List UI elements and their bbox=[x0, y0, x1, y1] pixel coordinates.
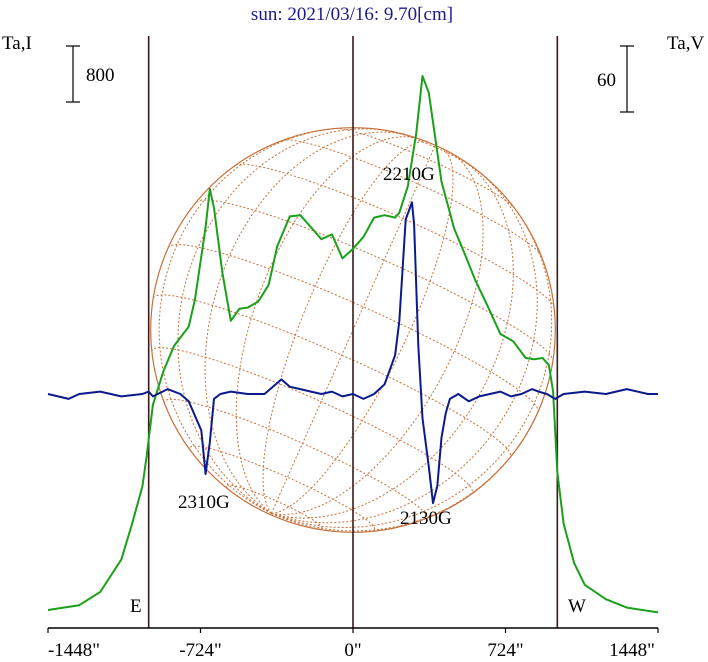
series-lines bbox=[47, 75, 659, 614]
latitude-line bbox=[152, 294, 512, 458]
scale-left-value: 800 bbox=[86, 65, 115, 86]
longitude-line bbox=[271, 151, 484, 516]
longitude-line bbox=[204, 131, 408, 514]
longitude-line bbox=[271, 167, 538, 524]
y-axis-left-label: Ta,I bbox=[2, 33, 32, 54]
latitude-line bbox=[235, 163, 555, 308]
longitude-line bbox=[235, 136, 421, 514]
scale-bar-right bbox=[620, 45, 634, 113]
polarization-series-line bbox=[47, 201, 658, 505]
longitude-line bbox=[271, 199, 553, 529]
latitude-line bbox=[189, 445, 376, 532]
limb-west-label: W bbox=[568, 596, 586, 617]
x-tick-label: 0" bbox=[344, 640, 361, 661]
annotation-2130G: 2130G bbox=[400, 508, 452, 529]
longitude-line bbox=[270, 145, 436, 514]
annotation-2310G: 2310G bbox=[178, 492, 230, 513]
intensity-series-line bbox=[47, 75, 659, 614]
y-axis-right-label: Ta,V bbox=[667, 33, 704, 54]
longitude-line bbox=[271, 158, 514, 519]
scale-right-value: 60 bbox=[597, 70, 616, 91]
x-tick-label: 1448" bbox=[609, 640, 655, 661]
longitude-line bbox=[271, 148, 454, 514]
x-tick-label: 724" bbox=[487, 640, 523, 661]
latitude-line bbox=[151, 347, 474, 495]
longitude-line bbox=[271, 412, 539, 532]
scale-bar-left bbox=[66, 45, 80, 103]
x-tick-label: -1448" bbox=[48, 640, 100, 661]
longitude-line bbox=[158, 127, 346, 514]
annotation-2210G: 2210G bbox=[383, 164, 435, 185]
x-axis-ticks: -1448" -724" 0" 724" 1448" bbox=[47, 628, 659, 661]
latitude-line bbox=[196, 199, 554, 361]
latitude-line bbox=[335, 128, 515, 209]
longitude-line bbox=[177, 128, 392, 514]
solar-disk-grid bbox=[150, 127, 556, 533]
guide-lines bbox=[147, 36, 559, 628]
x-tick-label: -724" bbox=[179, 640, 222, 661]
longitude-line bbox=[262, 141, 428, 514]
chart-title: sun: 2021/03/16: 9.70[cm] bbox=[251, 4, 453, 25]
limb-east-label: E bbox=[130, 596, 142, 617]
